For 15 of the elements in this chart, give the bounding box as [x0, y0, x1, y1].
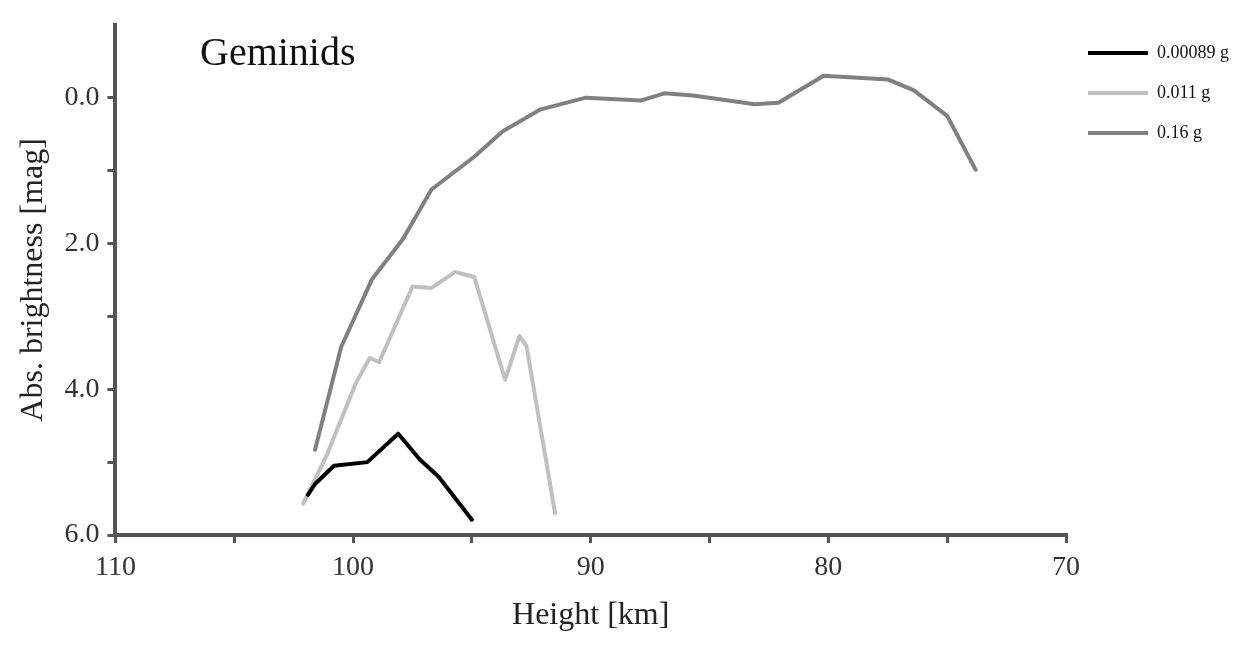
y-tick-label: 6.0: [64, 517, 100, 549]
y-tick-label: 0.0: [64, 80, 100, 112]
legend-label: 0.16 g: [1157, 121, 1202, 142]
x-tick-label: 70: [1052, 550, 1080, 582]
x-tick-label: 80: [814, 550, 843, 582]
y-axis-title: Abs. brightness [mag]: [12, 138, 49, 422]
x-tick-label: 100: [332, 550, 375, 582]
x-tick-label: 110: [94, 550, 136, 582]
legend-label: 0.00089 g: [1157, 41, 1229, 62]
y-tick-label: 2.0: [64, 225, 100, 257]
x-axis-title: Height [km]: [512, 595, 670, 632]
y-tick-label: 4.0: [64, 371, 100, 403]
chart-title: Geminids: [200, 28, 356, 75]
x-tick-label: 90: [576, 550, 605, 582]
legend-label: 0.011 g: [1157, 81, 1211, 102]
